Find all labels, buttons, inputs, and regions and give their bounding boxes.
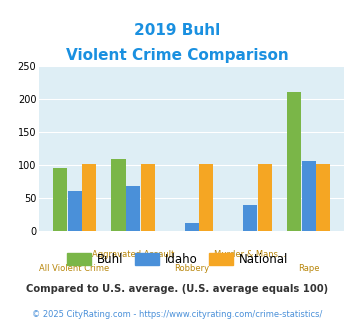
Legend: Buhl, Idaho, National: Buhl, Idaho, National	[62, 248, 293, 271]
Bar	[302, 161, 316, 231]
Bar	[111, 159, 126, 231]
Bar	[141, 164, 155, 231]
Text: © 2025 CityRating.com - https://www.cityrating.com/crime-statistics/: © 2025 CityRating.com - https://www.city…	[32, 310, 323, 319]
Text: Violent Crime Comparison: Violent Crime Comparison	[66, 48, 289, 63]
Text: All Violent Crime: All Violent Crime	[39, 264, 110, 273]
Text: Compared to U.S. average. (U.S. average equals 100): Compared to U.S. average. (U.S. average …	[26, 284, 329, 294]
Bar	[126, 186, 140, 231]
Bar	[53, 168, 67, 231]
Bar	[287, 92, 301, 231]
Text: 2019 Buhl: 2019 Buhl	[135, 23, 220, 38]
Bar	[243, 205, 257, 231]
Text: Robbery: Robbery	[174, 264, 209, 273]
Text: Murder & Mans...: Murder & Mans...	[214, 250, 286, 259]
Bar	[82, 164, 96, 231]
Bar	[67, 191, 82, 231]
Text: Rape: Rape	[298, 264, 320, 273]
Bar	[258, 164, 272, 231]
Text: Aggravated Assault: Aggravated Assault	[92, 250, 174, 259]
Bar	[316, 164, 331, 231]
Bar	[199, 164, 213, 231]
Bar	[185, 223, 199, 231]
